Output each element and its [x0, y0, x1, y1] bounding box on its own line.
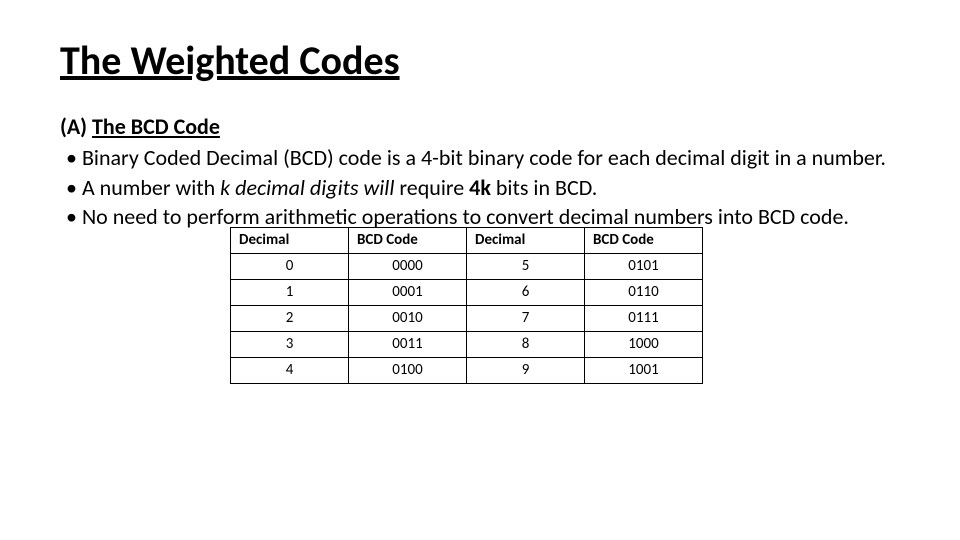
- bullet-list: Binary Coded Decimal (BCD) code is a 4-b…: [60, 144, 900, 231]
- table-header-cell: Decimal: [231, 227, 349, 253]
- table-row: 3 0011 8 1000: [231, 331, 703, 357]
- table-header-row: Decimal BCD Code Decimal BCD Code: [231, 227, 703, 253]
- table-header-cell: BCD Code: [585, 227, 703, 253]
- table-header-cell: Decimal: [467, 227, 585, 253]
- table-cell: 6: [467, 279, 585, 305]
- table-cell: 0100: [349, 357, 467, 383]
- bullet-text-italic: k decimal digits will: [220, 174, 399, 201]
- table-row: 1 0001 6 0110: [231, 279, 703, 305]
- subheading-prefix: (A): [60, 113, 92, 140]
- table-row: 4 0100 9 1001: [231, 357, 703, 383]
- table-cell: 0000: [349, 253, 467, 279]
- table-cell: 4: [231, 357, 349, 383]
- table-cell: 5: [467, 253, 585, 279]
- bullet-item: Binary Coded Decimal (BCD) code is a 4-b…: [60, 144, 900, 172]
- subheading-text: The BCD Code: [92, 113, 220, 140]
- bullet-text-bold: 4k: [469, 174, 491, 201]
- table-cell: 7: [467, 305, 585, 331]
- table-cell: 0111: [585, 305, 703, 331]
- bullet-item: No need to perform arithmetic operations…: [60, 203, 900, 231]
- table-cell: 0010: [349, 305, 467, 331]
- table-cell: 2: [231, 305, 349, 331]
- table-cell: 0001: [349, 279, 467, 305]
- table-cell: 0110: [585, 279, 703, 305]
- table-cell: 3: [231, 331, 349, 357]
- bcd-table: Decimal BCD Code Decimal BCD Code 0 0000…: [230, 227, 703, 384]
- bullet-text: bits in BCD.: [491, 174, 597, 201]
- table-header-cell: BCD Code: [349, 227, 467, 253]
- bcd-table-container: Decimal BCD Code Decimal BCD Code 0 0000…: [230, 227, 900, 384]
- table-cell: 1000: [585, 331, 703, 357]
- bullet-text: require: [399, 174, 469, 201]
- table-cell: 1: [231, 279, 349, 305]
- table-cell: 9: [467, 357, 585, 383]
- bullet-item: A number with k decimal digits will requ…: [60, 174, 900, 202]
- table-row: 0 0000 5 0101: [231, 253, 703, 279]
- table-cell: 0: [231, 253, 349, 279]
- table-cell: 0011: [349, 331, 467, 357]
- table-cell: 1001: [585, 357, 703, 383]
- page-title: The Weighted Codes: [60, 36, 900, 85]
- section-subheading: (A) The BCD Code: [60, 113, 900, 140]
- table-row: 2 0010 7 0111: [231, 305, 703, 331]
- table-cell: 0101: [585, 253, 703, 279]
- bullet-text: A number with: [82, 174, 220, 201]
- table-cell: 8: [467, 331, 585, 357]
